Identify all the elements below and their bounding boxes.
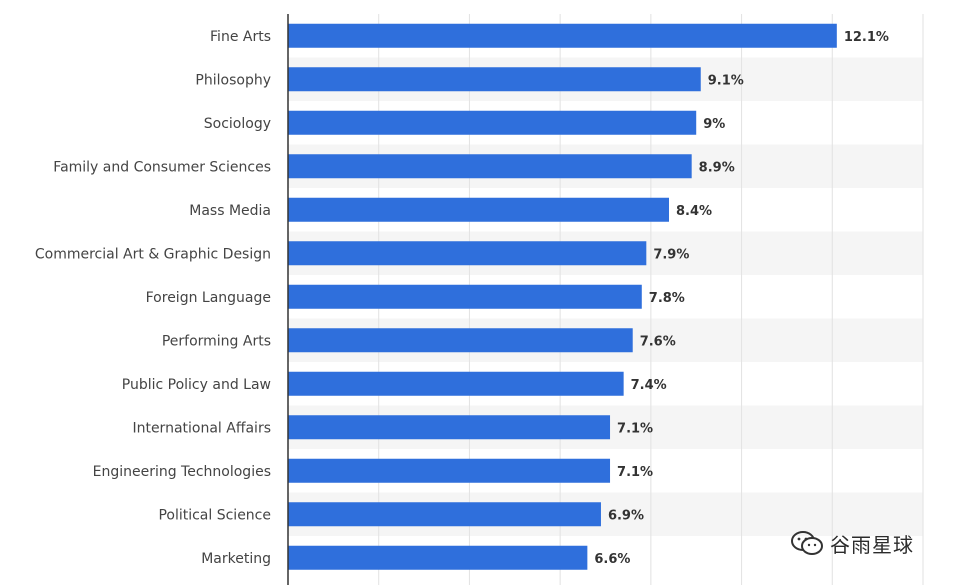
category-label: Foreign Language [146, 290, 271, 306]
category-label: Sociology [204, 116, 271, 132]
bar [288, 415, 611, 440]
category-labels: Fine Arts Philosophy Sociology Family and C… [35, 29, 271, 567]
bar [288, 154, 692, 179]
value-label: 9% [703, 117, 725, 132]
watermark-text: 谷雨星球 [830, 532, 914, 557]
bar [288, 502, 601, 527]
category-label: Mass Media [189, 203, 271, 219]
category-label: Philosophy [195, 72, 271, 88]
bar [288, 197, 669, 222]
bar [288, 241, 647, 266]
category-label: Political Science [158, 507, 271, 523]
category-label: Engineering Technologies [93, 464, 271, 480]
category-label: Fine Arts [210, 29, 271, 45]
wechat-icon [791, 531, 823, 555]
bar [288, 23, 837, 48]
gridlines [378, 14, 924, 585]
value-label: 7.4% [631, 378, 667, 393]
category-label: Public Policy and Law [122, 377, 271, 393]
category-label: Commercial Art & Graphic Design [35, 246, 271, 262]
value-label: 12.1% [844, 30, 889, 45]
category-label: Family and Consumer Sciences [53, 159, 271, 175]
bar [288, 284, 642, 309]
bars [288, 23, 837, 570]
value-label: 7.1% [617, 421, 653, 436]
bar [288, 67, 701, 92]
value-label: 8.9% [699, 160, 735, 175]
watermark: 谷雨星球 [790, 528, 914, 558]
bar [288, 458, 611, 483]
bar [288, 110, 697, 135]
value-label: 9.1% [708, 73, 744, 88]
bar [288, 328, 633, 353]
category-label: Performing Arts [162, 333, 271, 349]
value-label: 6.6% [594, 552, 630, 567]
value-label: 7.8% [649, 291, 685, 306]
value-label: 7.6% [640, 334, 676, 349]
value-label: 7.9% [653, 247, 689, 262]
value-label: 8.4% [676, 204, 712, 219]
bar [288, 371, 624, 396]
bar [288, 545, 588, 570]
value-label: 6.9% [608, 508, 644, 523]
category-label: Marketing [201, 551, 271, 567]
value-labels: 12.1% 9.1% 9% 8.9% 8.4% 7.9% 7.8% 7.6% 7.4% 7.1% 7… [594, 30, 889, 567]
value-label: 7.1% [617, 465, 653, 480]
category-label: International Affairs [132, 420, 271, 436]
